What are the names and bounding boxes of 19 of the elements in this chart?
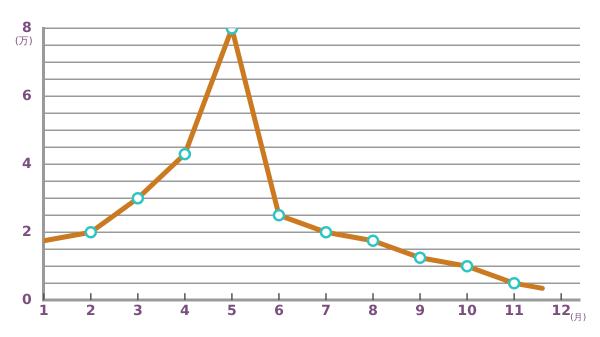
x-tick-label: 10 xyxy=(457,303,478,320)
x-tick-label: 6 xyxy=(274,303,284,320)
y-tick-label: 0 xyxy=(22,292,32,308)
y-tick-label: 2 xyxy=(22,224,32,240)
x-tick-label: 8 xyxy=(368,303,378,320)
x-tick-label: 2 xyxy=(86,303,96,320)
y-tick-label: 4 xyxy=(22,156,32,172)
x-tick-label: 9 xyxy=(415,303,425,320)
y-axis-title: (万) xyxy=(14,36,33,47)
x-tick-label: 3 xyxy=(132,303,143,320)
x-tick-label: 7 xyxy=(321,303,331,320)
x-tick-label: 11 xyxy=(504,303,524,320)
x-tick-label: 4 xyxy=(180,303,190,320)
x-tick-label: 5 xyxy=(227,303,237,320)
x-tick-label: 1 xyxy=(38,303,49,320)
y-tick-label: 8 xyxy=(22,20,32,36)
y-tick-label: 6 xyxy=(22,88,32,104)
x-tick-label: 12 xyxy=(551,303,571,320)
x-axis-title: (月) xyxy=(570,313,586,324)
